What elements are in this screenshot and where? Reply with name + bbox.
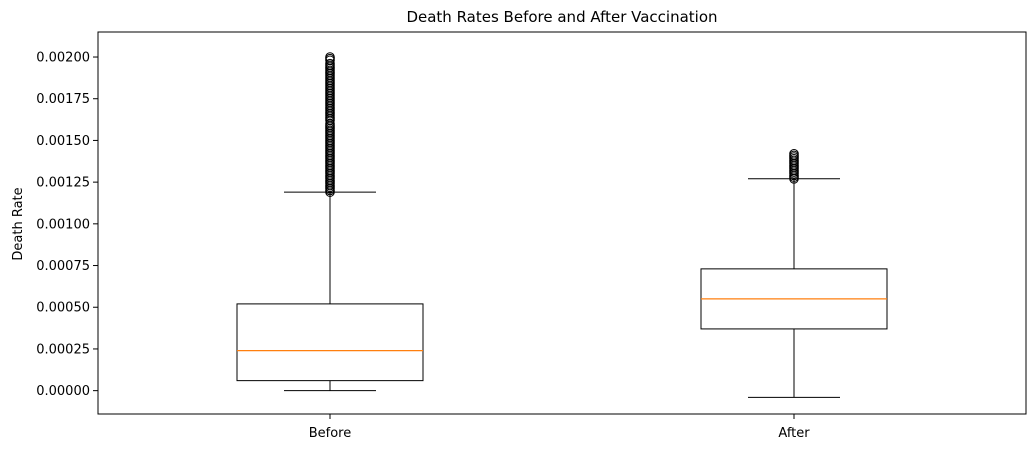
y-tick-label: 0.00000 <box>36 384 90 399</box>
x-tick-label: Before <box>309 426 352 441</box>
y-axis-label: Death Rate <box>11 187 26 260</box>
y-tick-label: 0.00025 <box>36 342 90 357</box>
y-tick-label: 0.00175 <box>36 92 90 107</box>
outlier-point <box>325 58 335 69</box>
box-group-after <box>700 148 888 398</box>
outlier-point <box>325 52 335 62</box>
y-tick-label: 0.00200 <box>36 51 90 66</box>
box-group-before <box>236 52 424 392</box>
outlier-point <box>789 148 799 159</box>
plot-frame <box>97 31 1027 415</box>
y-tick-label: 0.00100 <box>36 217 90 232</box>
chart-title: Death Rates Before and After Vaccination <box>406 8 717 26</box>
plot-area: 0.00000 0.00025 0.00050 0.00075 0.00100 0.001… <box>36 31 1027 441</box>
x-tick-label: After <box>778 426 810 441</box>
box-iqr <box>236 303 424 382</box>
y-tick-label: 0.00050 <box>36 301 90 316</box>
y-tick-label: 0.00125 <box>36 176 90 191</box>
y-tick-label: 0.00150 <box>36 134 90 149</box>
y-tick-label: 0.00075 <box>36 259 90 274</box>
